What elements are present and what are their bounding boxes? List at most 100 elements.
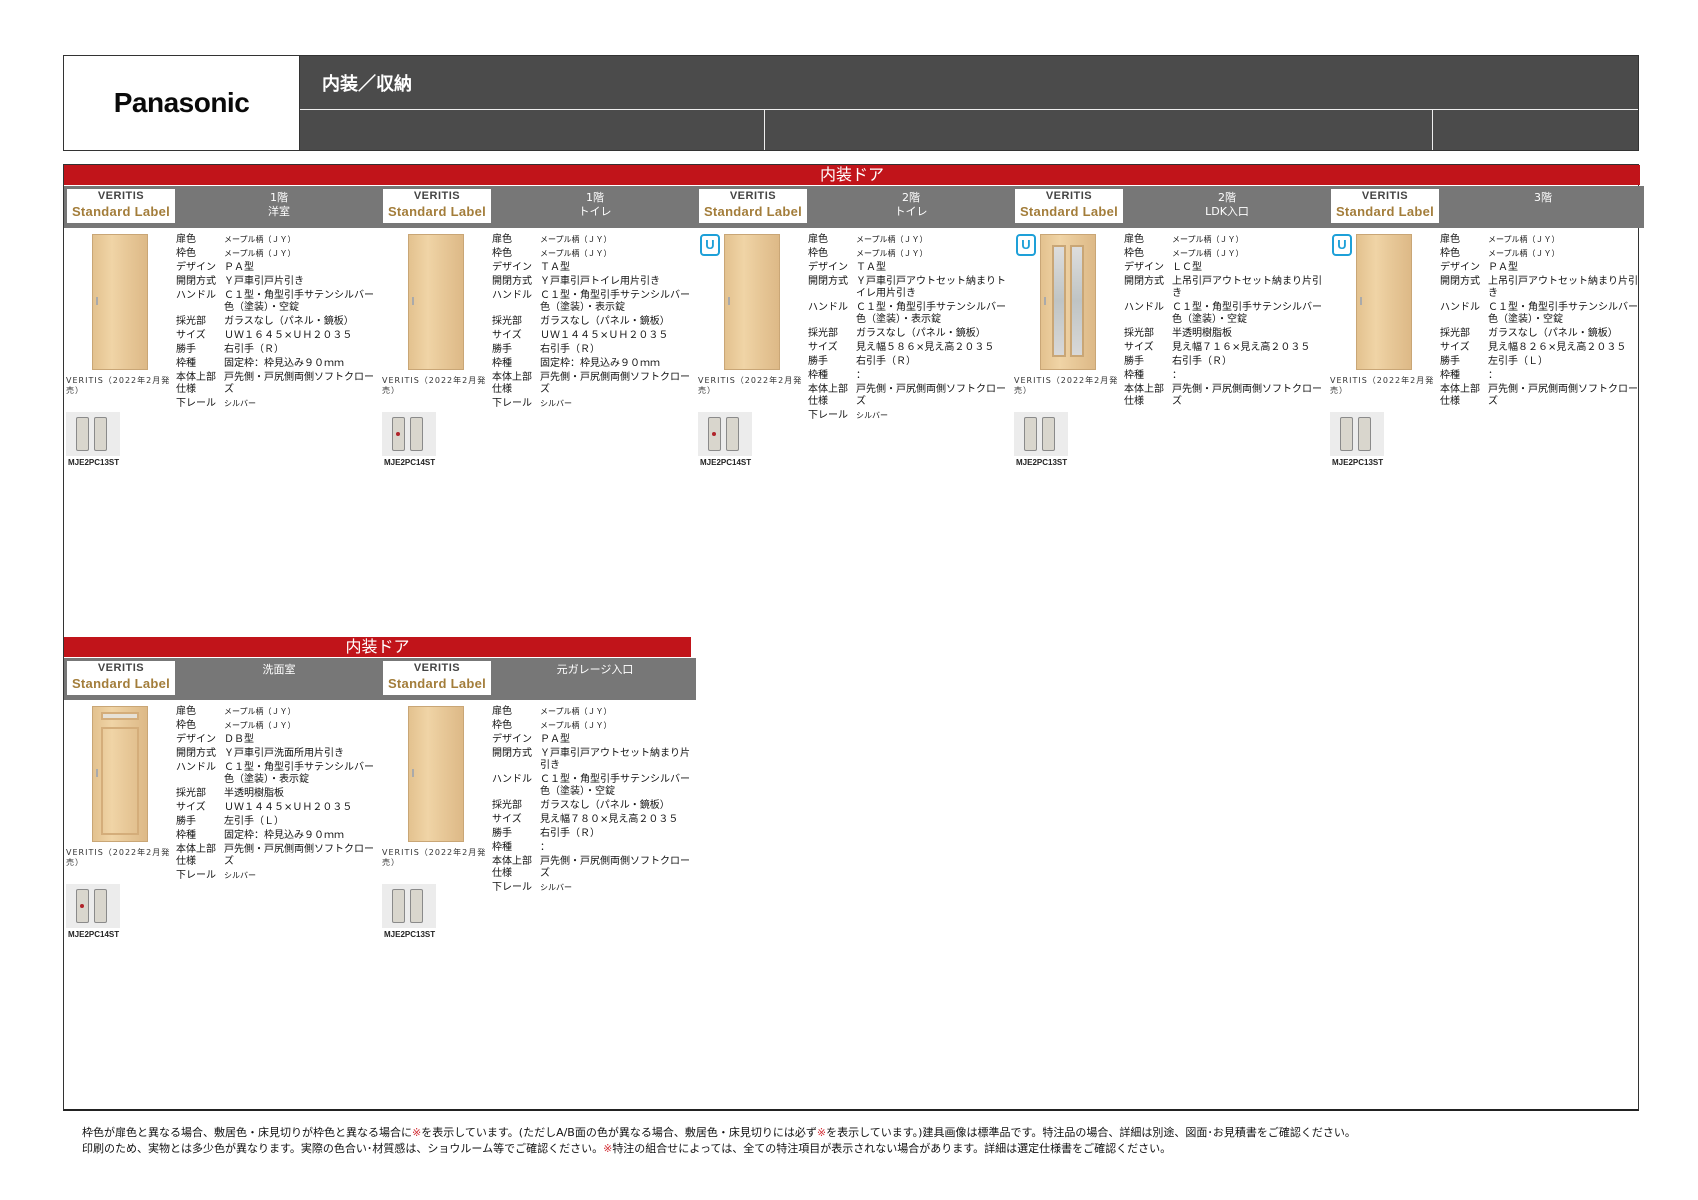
spec-value: 戸先側・戸尻側両側ソフトクローズ [540, 372, 690, 395]
spec-key: ハンドル [176, 762, 216, 773]
handle-image [1014, 412, 1068, 456]
spec-row: 開閉方式 Ｙ戸車引戸トイレ用片引き [492, 276, 696, 288]
spec-row: 開閉方式 上吊引戸アウトセット納まり片引き [1440, 276, 1644, 300]
card-title-line-1: 元ガレージ入口 [556, 663, 634, 676]
spec-key: 枠種 [176, 830, 196, 841]
badge-line-2: Standard Label [703, 204, 803, 219]
door-image [408, 234, 464, 370]
door-card: VERITIS Standard Label 2階 LDK入口 U VERITIS（202… [1012, 186, 1328, 606]
spec-value: 見え幅７１６×見え高２０３５ [1172, 342, 1311, 353]
spec-key: ハンドル [1124, 302, 1164, 313]
spec-list: 扉色 メープル柄（ＪＹ） 枠色 メープル柄（ＪＹ） デザイン ＰＡ型 開閉方式 Ｙ戸車引戸アウ… [492, 706, 696, 896]
spec-key: 下レール [176, 870, 216, 881]
card-title-line-1: 洗面室 [262, 663, 296, 676]
spec-key: 下レール [808, 410, 848, 421]
door-image [408, 706, 464, 842]
spec-list: 扉色 メープル柄（ＪＹ） 枠色 メープル柄（ＪＹ） デザイン ＴＡ型 開閉方式 Ｙ戸車引戸トイ… [492, 234, 696, 412]
spec-row: 枠種 ： [1124, 370, 1328, 382]
badge-line-2: Standard Label [387, 676, 487, 691]
spec-value: メープル柄（ＪＹ） [540, 721, 612, 730]
spec-key: 勝手 [1440, 356, 1460, 367]
card-title: 2階 LDK入口 [1127, 191, 1327, 219]
spec-key: 採光部 [1124, 328, 1154, 339]
door-image [92, 234, 148, 370]
veritis-badge: VERITIS Standard Label [1015, 189, 1123, 223]
spec-key: 本体上部仕様 [808, 384, 848, 407]
spec-value: 左引手（Ｌ） [1488, 356, 1548, 367]
spec-value: ガラスなし（パネル・鏡板） [856, 328, 986, 339]
spec-row: 開閉方式 Ｙ戸車引戸洗面所用片引き [176, 748, 380, 760]
spec-value: 半透明樹脂板 [1172, 328, 1232, 339]
spec-key: 扉色 [808, 234, 828, 245]
spec-key: 開閉方式 [492, 276, 532, 287]
spec-row: 採光部 ガラスなし（パネル・鏡板） [492, 800, 696, 812]
door-card: VERITIS Standard Label 元ガレージ入口 VERITIS（2022… [380, 658, 696, 1078]
spec-value: 上吊引戸アウトセット納まり片引き [1172, 276, 1322, 299]
spec-row: 扉色 メープル柄（ＪＹ） [176, 706, 380, 718]
footer-notes: 枠色が扉色と異なる場合、敷居色・床見切りが枠色と異なる場合に※を表示しています。… [82, 1125, 1622, 1157]
handle-code: MJE2PC14ST [384, 458, 436, 467]
spec-key: 本体上部仕様 [176, 844, 216, 867]
veritis-badge: VERITIS Standard Label [67, 661, 175, 695]
spec-key: 枠色 [176, 248, 196, 259]
spec-value: メープル柄（ＪＹ） [224, 707, 296, 716]
spec-value: 固定枠：枠見込み９０ｍｍ [224, 358, 344, 369]
product-caption: VERITIS（2022年2月発売） [66, 848, 171, 867]
spec-value: Ｙ戸車引戸アウトセット納まりトイレ用片引き [856, 276, 1006, 299]
spec-value: シルバー [540, 399, 572, 408]
spec-value: メープル柄（ＪＹ） [1488, 235, 1560, 244]
spec-row: デザイン ＬＣ型 [1124, 262, 1328, 274]
spec-value: ＴＡ型 [856, 262, 886, 273]
product-caption: VERITIS（2022年2月発売） [382, 848, 487, 867]
card-title-line-1: 2階 [902, 191, 920, 204]
spec-row: 扉色 メープル柄（ＪＹ） [1440, 234, 1644, 246]
spec-key: 本体上部仕様 [1124, 384, 1164, 407]
badge-line-1: VERITIS [97, 190, 145, 202]
spec-row: 扉色 メープル柄（ＪＹ） [492, 706, 696, 718]
section-bar-interior-doors-2: 内装ドア [64, 637, 691, 657]
spec-key: 開閉方式 [1124, 276, 1164, 287]
spec-row: 勝手 右引手（Ｒ） [492, 828, 696, 840]
spec-row: 下レール シルバー [176, 870, 380, 882]
spec-value: ： [1172, 370, 1182, 381]
door-card: VERITIS Standard Label 2階 トイレ U VERITIS（2022年… [696, 186, 1012, 606]
spec-key: 本体上部仕様 [176, 372, 216, 395]
spec-row: ハンドル Ｃ１型・角型引手サテンシルバー色（塗装）・空錠 [1440, 302, 1644, 326]
spec-key: 枠種 [808, 370, 828, 381]
spec-key: 下レール [492, 882, 532, 893]
spec-row: ハンドル Ｃ１型・角型引手サテンシルバー色（塗装）・空錠 [492, 774, 696, 798]
spec-value: メープル柄（ＪＹ） [540, 707, 612, 716]
spec-value: ＤＢ型 [224, 734, 254, 745]
spec-value: ＵＷ１６４５×ＵＨ２０３５ [224, 330, 353, 341]
spec-key: 枠色 [1124, 248, 1144, 259]
page-title: 内装／収納 [300, 56, 1638, 110]
badge-line-1: VERITIS [97, 662, 145, 674]
spec-value: 戸先側・戸尻側両側ソフトクローズ [224, 844, 374, 867]
header-cell-1 [300, 110, 765, 150]
spec-key: 勝手 [1124, 356, 1144, 367]
handle-image [66, 884, 120, 928]
product-caption: VERITIS（2022年2月発売） [1014, 376, 1119, 395]
card-title: 1階 洋室 [179, 191, 379, 219]
spec-value: Ｙ戸車引戸トイレ用片引き [540, 276, 660, 287]
spec-row: 枠色 メープル柄（ＪＹ） [1124, 248, 1328, 260]
spec-row: 枠種 ： [808, 370, 1012, 382]
spec-value: ： [540, 842, 550, 853]
spec-value: ガラスなし（パネル・鏡板） [224, 316, 354, 327]
spec-key: デザイン [492, 734, 532, 745]
spec-row: 枠種 ： [492, 842, 696, 854]
spec-key: サイズ [176, 330, 206, 341]
spec-row: デザイン ＰＡ型 [492, 734, 696, 746]
card-header: VERITIS Standard Label 3階 [1328, 186, 1644, 228]
product-caption: VERITIS（2022年2月発売） [382, 376, 487, 395]
footer-line-1: 枠色が扉色と異なる場合、敷居色・床見切りが枠色と異なる場合に※を表示しています。… [82, 1126, 1356, 1139]
spec-value: ガラスなし（パネル・鏡板） [1488, 328, 1618, 339]
spec-value: Ｙ戸車引戸洗面所用片引き [224, 748, 344, 759]
footer-line-2: 印刷のため、実物とは多少色が異なります。実際の色合い･材質感は、ショウルーム等で… [82, 1142, 1172, 1155]
spec-row: 下レール シルバー [492, 882, 696, 894]
spec-row: デザイン ＴＡ型 [492, 262, 696, 274]
spec-row: 扉色 メープル柄（ＪＹ） [176, 234, 380, 246]
spec-value: メープル柄（ＪＹ） [540, 249, 612, 258]
spec-row: 下レール シルバー [492, 398, 696, 410]
spec-value: ガラスなし（パネル・鏡板） [540, 316, 670, 327]
